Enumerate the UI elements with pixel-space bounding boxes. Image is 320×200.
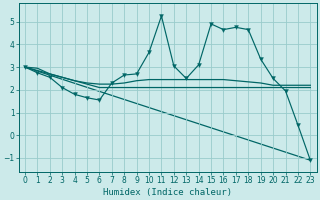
X-axis label: Humidex (Indice chaleur): Humidex (Indice chaleur) bbox=[103, 188, 232, 197]
